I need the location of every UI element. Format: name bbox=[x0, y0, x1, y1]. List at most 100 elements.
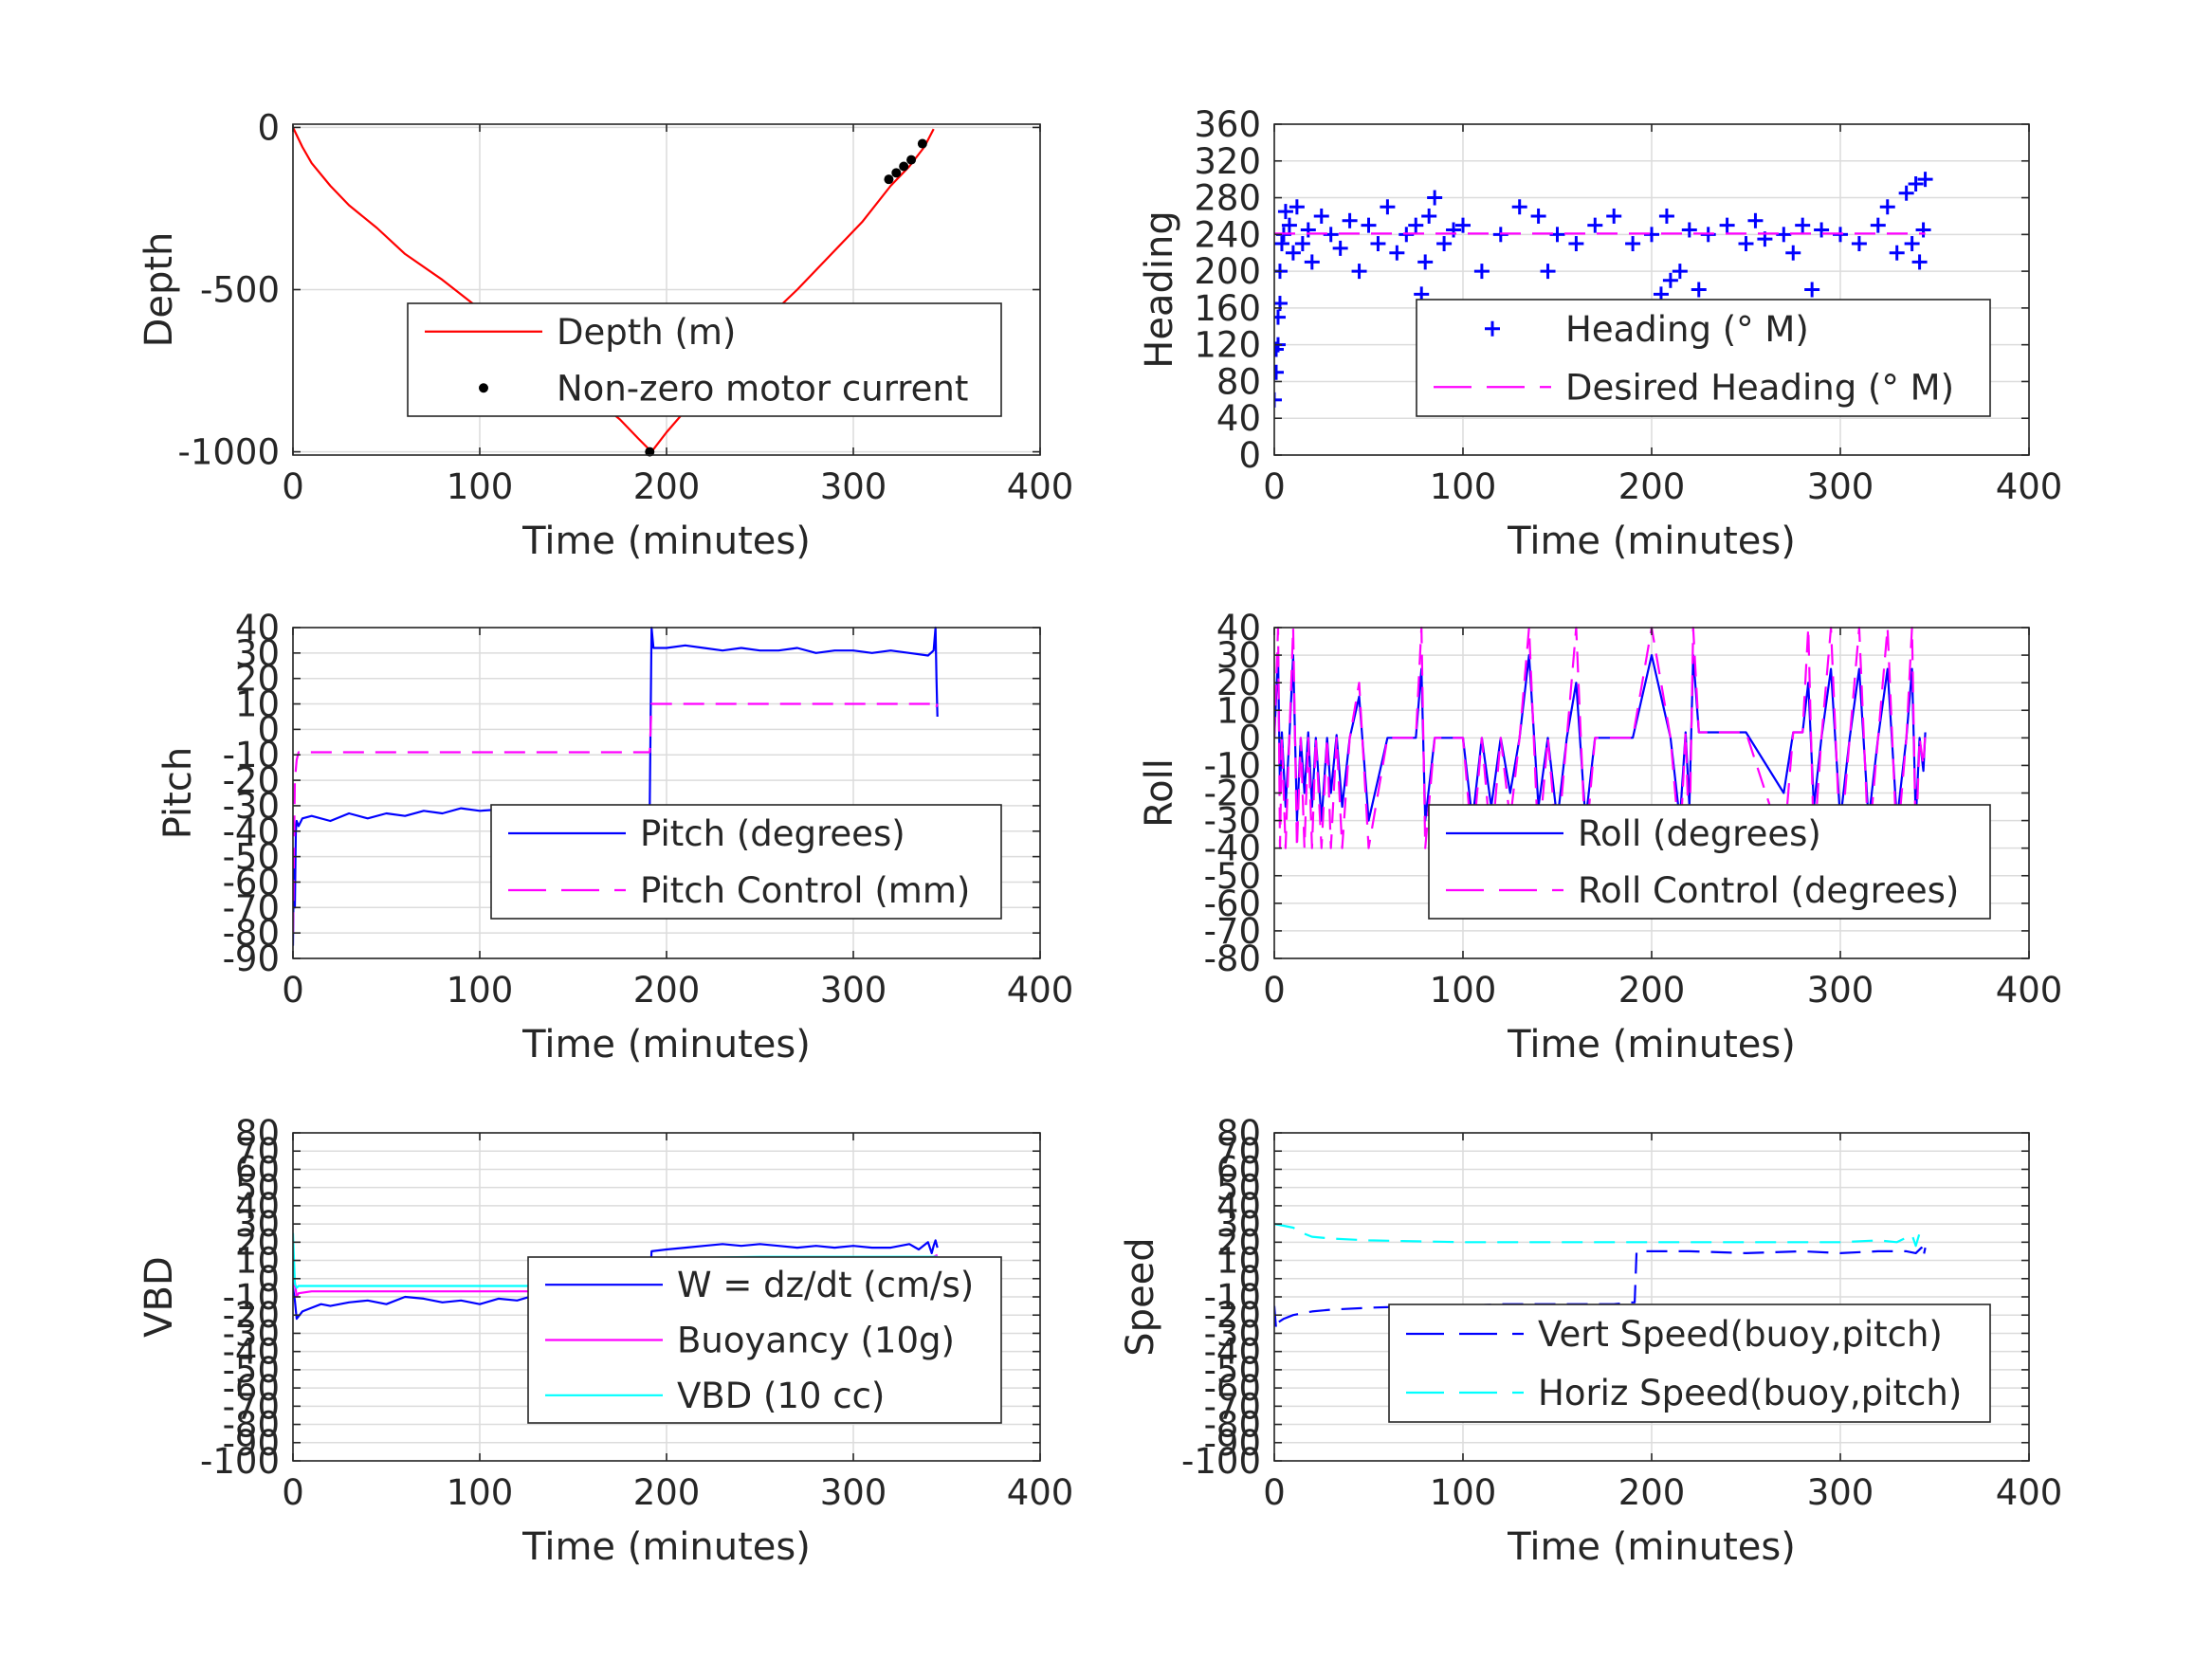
data-point bbox=[1908, 176, 1924, 192]
data-point bbox=[1540, 264, 1556, 280]
y-tick-label: -70 bbox=[223, 1386, 280, 1427]
data-point bbox=[1361, 217, 1377, 233]
legend-label: Vert Speed(buoy,pitch) bbox=[1538, 1314, 1943, 1355]
x-axis-label: Time (minutes) bbox=[1507, 520, 1796, 563]
chart-vbd: 0 100 200 300 400-100-90-80-70-60-50-40-30-2… bbox=[137, 1113, 1073, 1569]
x-tick-label: 0 bbox=[1263, 1472, 1286, 1513]
y-tick-label: 280 bbox=[1194, 178, 1261, 219]
legend: Roll (degrees) Roll Control (degrees) bbox=[1428, 804, 1991, 920]
x-axis-label: Time (minutes) bbox=[1507, 1525, 1796, 1569]
data-point bbox=[917, 138, 927, 149]
x-axis-label: Time (minutes) bbox=[521, 520, 811, 563]
legend: Vert Speed(buoy,pitch) Horiz Speed(buoy,p… bbox=[1388, 1304, 1991, 1423]
y-tick-label: 60 bbox=[1216, 1149, 1261, 1190]
data-point bbox=[1587, 217, 1603, 233]
y-tick-label: -60 bbox=[1204, 1368, 1261, 1409]
y-tick-label: 40 bbox=[235, 608, 280, 648]
y-tick-label: 0 bbox=[257, 1259, 280, 1300]
x-tick-label: 0 bbox=[1263, 970, 1286, 1011]
x-tick-label: 300 bbox=[820, 970, 887, 1011]
y-tick-label: -40 bbox=[223, 811, 280, 852]
y-tick-label: -70 bbox=[1204, 911, 1261, 952]
y-tick-label: 50 bbox=[1216, 1168, 1261, 1209]
y-tick-label: -60 bbox=[223, 862, 280, 902]
data-point bbox=[1915, 222, 1931, 238]
legend-label: Depth (m) bbox=[557, 312, 736, 353]
y-tick-label: 30 bbox=[235, 1204, 280, 1245]
x-tick-label: 100 bbox=[447, 466, 514, 507]
data-point bbox=[1691, 282, 1707, 298]
x-tick-label: 100 bbox=[1430, 970, 1497, 1011]
data-point bbox=[1747, 212, 1764, 228]
x-tick-label: 100 bbox=[447, 1472, 514, 1513]
legend-box bbox=[1416, 299, 1991, 417]
x-tick-label: 400 bbox=[1007, 466, 1074, 507]
data-point bbox=[1804, 282, 1820, 298]
data-point bbox=[1351, 264, 1367, 280]
x-tick-label: 300 bbox=[1807, 970, 1874, 1011]
x-tick-label: 400 bbox=[1996, 1472, 2063, 1513]
chart-heading: 0 100 200 300 40004080120160200240280320360T… bbox=[1138, 104, 2062, 563]
legend-label: Desired Heading (° M) bbox=[1565, 367, 1954, 408]
y-axis: -100-90-80-70-60-50-40-30-20-10010203040… bbox=[1181, 1113, 2029, 1482]
y-tick-label: 30 bbox=[235, 633, 280, 674]
legend-box bbox=[1428, 804, 1991, 920]
legend: Depth (m) Non-zero motor current bbox=[407, 302, 1002, 417]
y-tick-label: -20 bbox=[223, 760, 280, 801]
y-axis-label: VBD bbox=[137, 1256, 181, 1338]
data-point bbox=[1662, 272, 1678, 288]
data-point bbox=[1427, 190, 1443, 206]
y-tick-label: 160 bbox=[1194, 288, 1261, 329]
y-tick-label: -10 bbox=[1204, 745, 1261, 786]
y-tick-label: 40 bbox=[1216, 1186, 1261, 1227]
y-tick-label: -40 bbox=[223, 1332, 280, 1373]
x-axis: 0 100 200 300 400 bbox=[1263, 628, 2062, 1011]
x-tick-label: 300 bbox=[1807, 466, 1874, 507]
data-point bbox=[1274, 236, 1289, 252]
data-point bbox=[1274, 309, 1286, 325]
legend-label: Roll (degrees) bbox=[1578, 813, 1821, 854]
series-roll-control-degrees-line bbox=[1274, 626, 1927, 849]
y-tick-label: -20 bbox=[223, 1295, 280, 1336]
data-point bbox=[899, 161, 909, 172]
data-point bbox=[884, 174, 894, 185]
y-tick-label: 0 bbox=[1238, 718, 1261, 758]
y-tick-label: -80 bbox=[223, 1405, 280, 1446]
x-tick-label: 0 bbox=[282, 1472, 304, 1513]
x-tick-label: 400 bbox=[1007, 970, 1074, 1011]
x-tick-label: 100 bbox=[447, 970, 514, 1011]
series-group bbox=[293, 126, 935, 457]
y-tick-label: 70 bbox=[235, 1131, 280, 1172]
legend-label: W = dz/dt (cm/s) bbox=[677, 1265, 974, 1305]
x-axis-label: Time (minutes) bbox=[1507, 1023, 1796, 1066]
x-tick-label: 400 bbox=[1996, 970, 2063, 1011]
x-tick-label: 400 bbox=[1996, 466, 2063, 507]
data-point bbox=[1795, 217, 1811, 233]
data-point bbox=[1606, 208, 1622, 224]
y-tick-label: 240 bbox=[1194, 214, 1261, 255]
y-tick-label: -30 bbox=[1204, 1313, 1261, 1354]
data-point bbox=[1389, 245, 1405, 261]
x-tick-label: 400 bbox=[1007, 1472, 1074, 1513]
data-point bbox=[1530, 208, 1546, 224]
series-group bbox=[1274, 172, 1933, 408]
y-tick-label: 80 bbox=[1216, 1113, 1261, 1154]
y-tick-label: -30 bbox=[223, 1313, 280, 1354]
data-point bbox=[1446, 222, 1462, 238]
y-tick-label: 20 bbox=[235, 659, 280, 700]
chart-depth: 0 100 200 300 400 -1000 -500 0 Time (minutes) Dep… bbox=[137, 107, 1073, 563]
legend-label: Pitch (degrees) bbox=[640, 813, 905, 854]
x-tick-label: 200 bbox=[1618, 970, 1686, 1011]
legend: W = dz/dt (cm/s) Buoyancy (10g) VBD (10 cc… bbox=[527, 1256, 1002, 1424]
data-point bbox=[1281, 217, 1297, 233]
legend-swatch bbox=[479, 383, 488, 393]
x-axis: 0 100 200 300 400 bbox=[1263, 1133, 2062, 1513]
data-point bbox=[1313, 208, 1329, 224]
x-axis: 0 100 200 300 400 bbox=[282, 1133, 1073, 1513]
x-axis: 0 100 200 300 400 bbox=[282, 124, 1073, 507]
legend-swatch bbox=[1485, 320, 1500, 337]
chart-roll: 0 100 200 300 400-80-70-60-50-40-30-20-10010… bbox=[1138, 608, 2062, 1066]
y-tick-label: -10 bbox=[223, 735, 280, 775]
data-point bbox=[1408, 217, 1424, 233]
